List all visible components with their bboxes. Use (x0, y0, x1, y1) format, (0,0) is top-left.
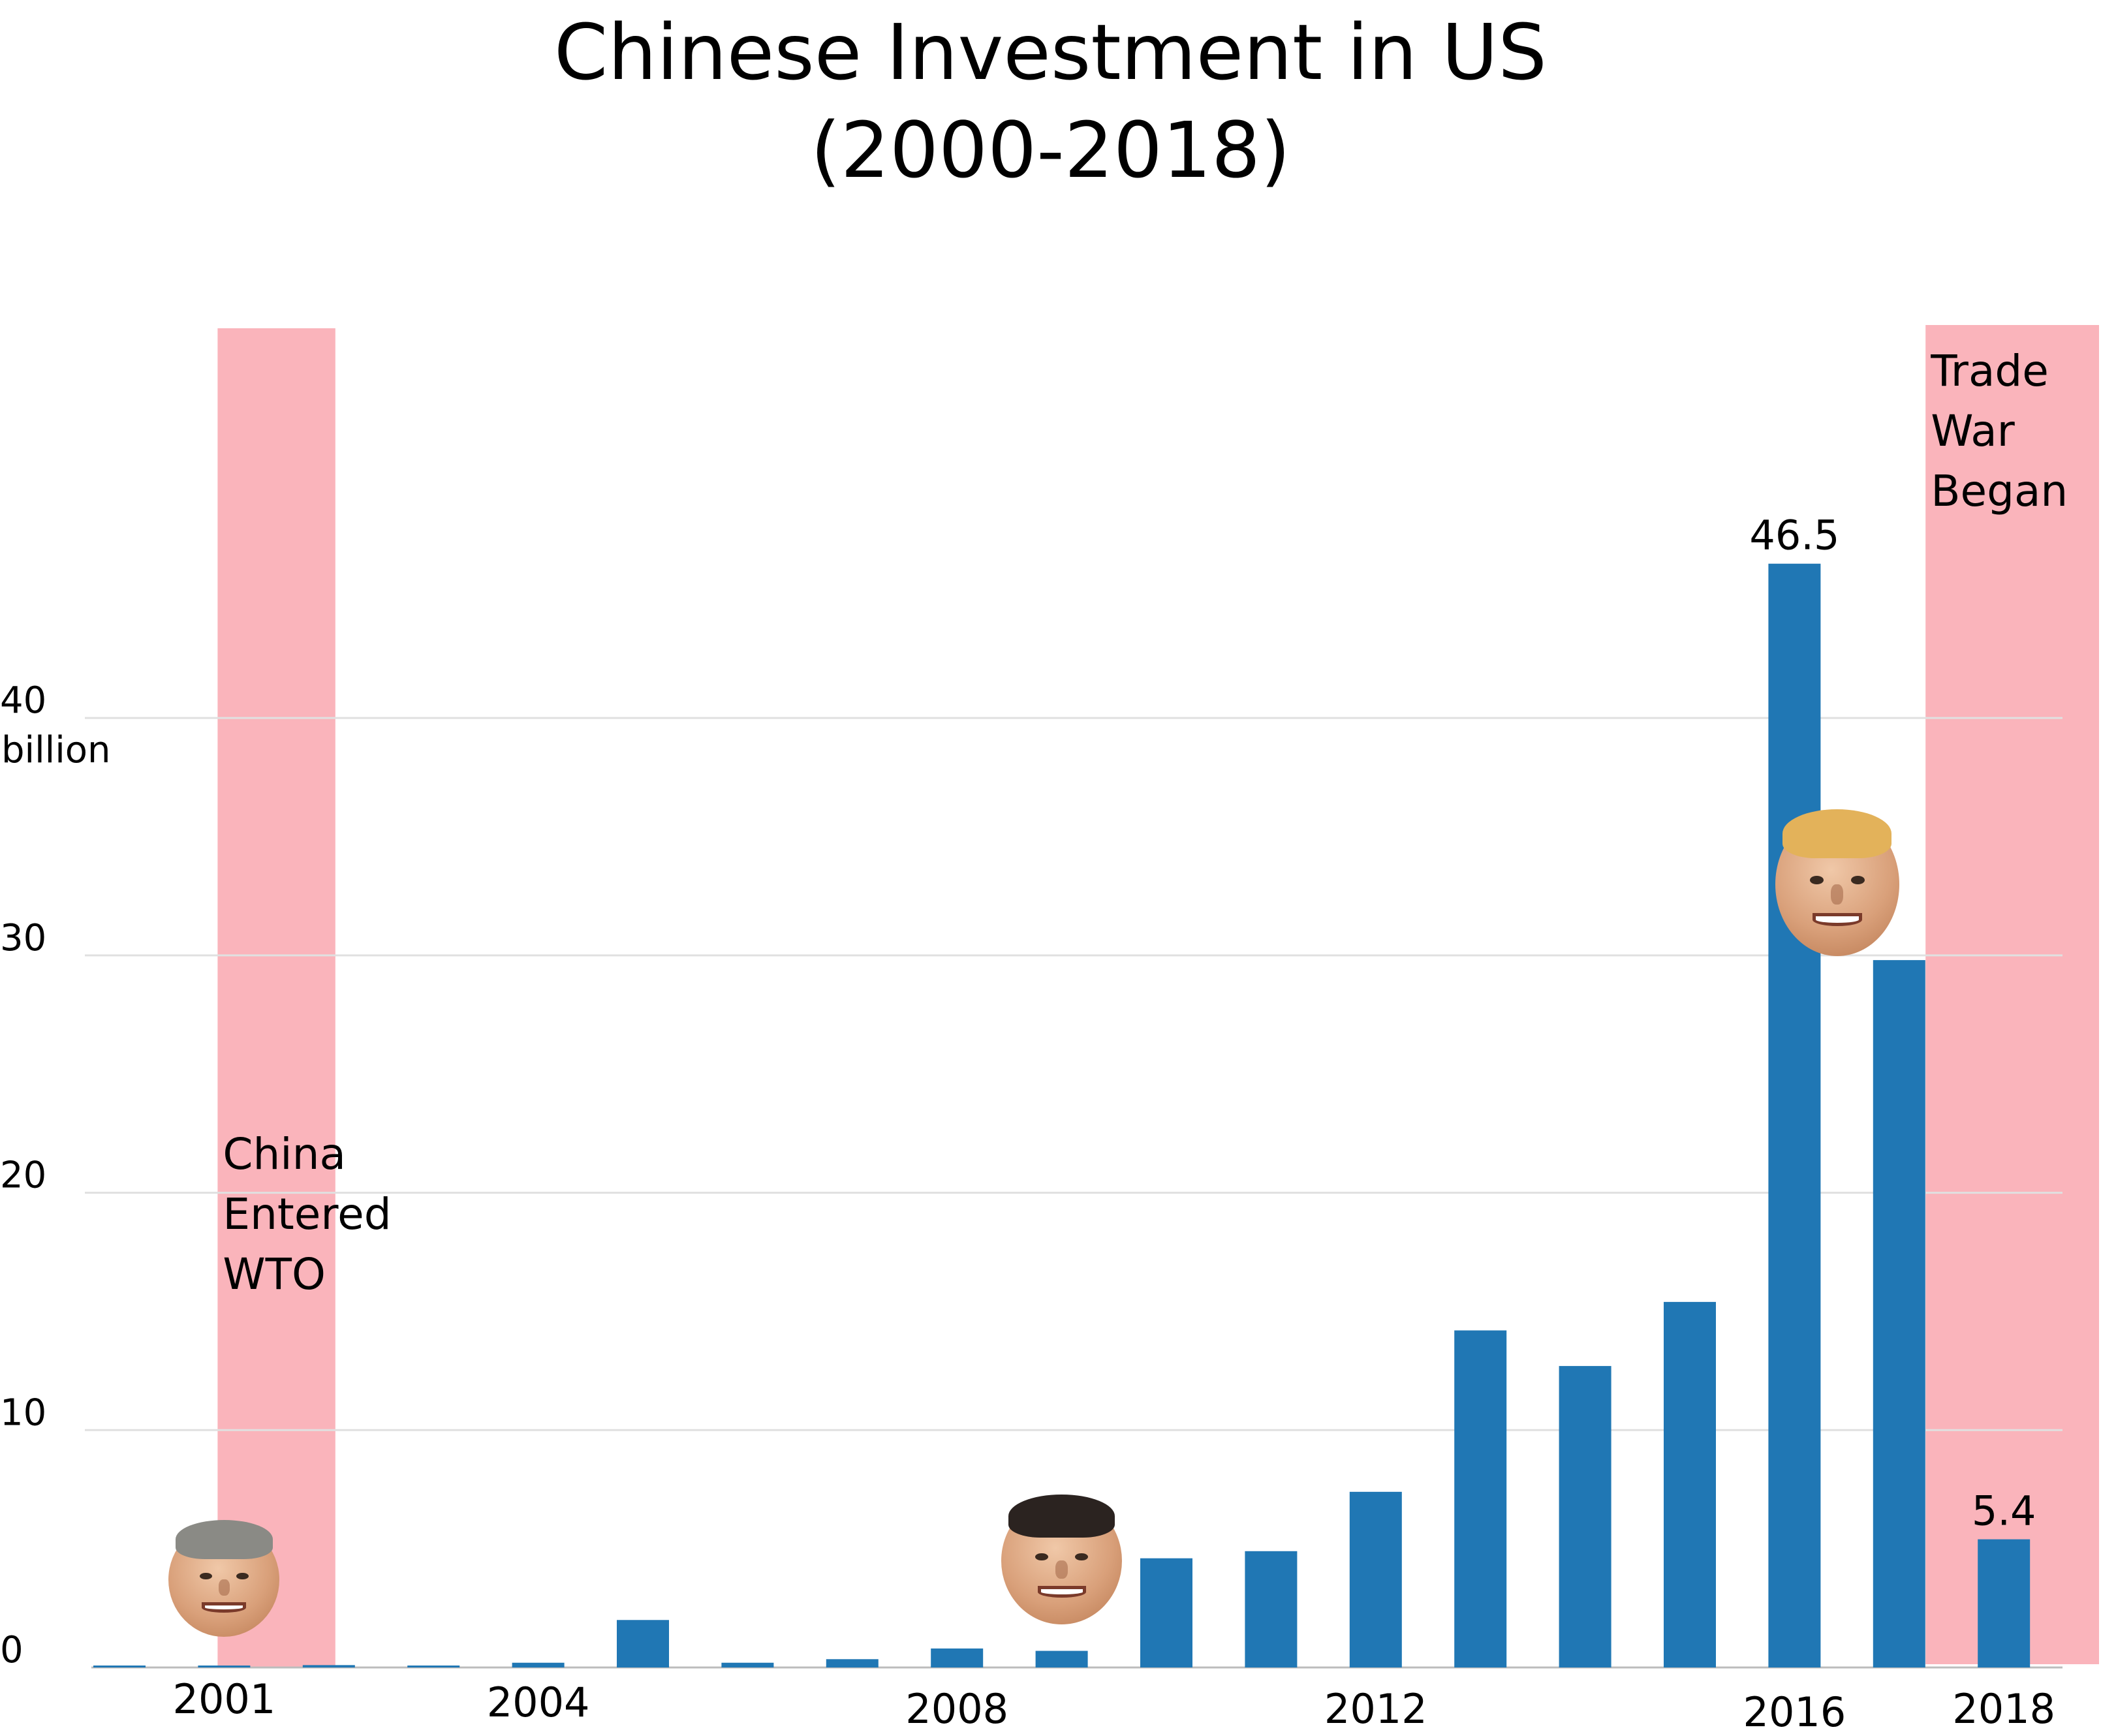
nose-shape (218, 1579, 230, 1596)
bar-2004 (512, 1662, 565, 1667)
highlight-band-wto (217, 328, 335, 1667)
nose-shape (1055, 1560, 1068, 1579)
obama-portrait (1001, 1494, 1123, 1624)
x-tick-label: 2016 (1743, 1688, 1846, 1736)
right-eye (1850, 875, 1865, 884)
highlight-label-line: Began (1931, 466, 2068, 516)
highlight-label-line: China (223, 1129, 346, 1179)
bar-2011 (1245, 1551, 1298, 1667)
highlight-label-line: WTO (223, 1249, 326, 1299)
y-tick-label: 10 (0, 1391, 46, 1434)
bar-2008 (931, 1648, 984, 1667)
y-tick-label: 30 (0, 917, 46, 959)
highlight-band-trade-war (1925, 325, 2099, 1664)
bar-2006 (721, 1662, 774, 1667)
y-unit-label: billion (1, 729, 111, 771)
bush-portrait (168, 1520, 280, 1637)
bar-2014 (1559, 1366, 1611, 1667)
bar-2017 (1873, 960, 1925, 1667)
nose-shape (1831, 884, 1844, 905)
x-tick-label: 2012 (1324, 1685, 1427, 1733)
bar-2000 (93, 1666, 146, 1667)
highlight-label-line: Trade (1930, 346, 2049, 396)
x-tick-label: 2008 (905, 1685, 1008, 1733)
bar-2002 (302, 1665, 355, 1667)
bar-2016 (1768, 563, 1821, 1667)
mouth-shape (1812, 912, 1862, 926)
bar-2013 (1454, 1330, 1507, 1667)
data-label: 5.4 (1972, 1487, 2036, 1535)
highlight-label-line: Entered (223, 1189, 391, 1239)
bar-2012 (1349, 1491, 1402, 1667)
left-eye (199, 1572, 212, 1580)
right-eye (1074, 1553, 1089, 1561)
trump-portrait (1775, 809, 1899, 956)
x-tick-label: 2004 (487, 1679, 590, 1726)
x-tick-label: 2001 (173, 1675, 276, 1723)
x-tick-label: 2018 (1952, 1685, 2055, 1733)
left-eye (1035, 1553, 1049, 1561)
data-label: 46.5 (1749, 512, 1839, 559)
left-eye (1809, 875, 1824, 884)
bar-2015 (1664, 1301, 1716, 1667)
bar-2009 (1035, 1651, 1088, 1667)
hair-shape (1782, 809, 1892, 859)
chart-subtitle: (2000-2018) (810, 105, 1291, 195)
bar-2001 (198, 1666, 251, 1667)
hair-shape (175, 1520, 273, 1559)
chart-title: Chinese Investment in US (553, 7, 1548, 97)
bar-2007 (826, 1659, 879, 1667)
bar-2003 (407, 1666, 460, 1667)
right-eye (236, 1572, 249, 1580)
highlight-label-line: War (1931, 406, 2015, 456)
bar-2018 (1978, 1539, 2031, 1667)
mouth-shape (202, 1602, 247, 1613)
y-tick-label: 20 (0, 1155, 46, 1197)
hair-shape (1008, 1494, 1115, 1538)
mouth-shape (1037, 1586, 1086, 1598)
y-tick-label: 40 (0, 679, 46, 722)
y-tick-label: 0 (0, 1629, 23, 1671)
bar-2010 (1140, 1558, 1192, 1667)
bar-2005 (617, 1620, 669, 1667)
